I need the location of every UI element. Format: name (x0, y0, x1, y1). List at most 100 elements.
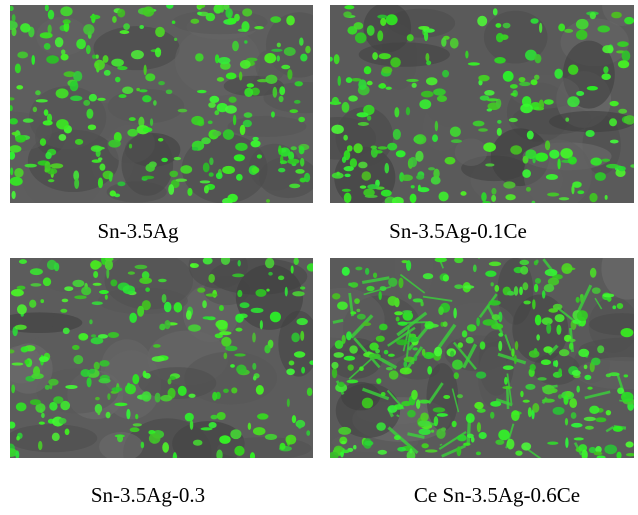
texture (412, 83, 417, 88)
texture (284, 47, 296, 56)
texture (10, 167, 13, 175)
texture (74, 178, 79, 189)
texture (172, 10, 267, 34)
texture (225, 8, 232, 18)
texture (539, 99, 544, 110)
texture (158, 81, 165, 85)
texture (226, 73, 237, 80)
texture (286, 15, 295, 25)
texture (554, 69, 562, 79)
texture (7, 97, 15, 100)
texture (344, 356, 355, 361)
texture (48, 10, 54, 20)
texture (434, 347, 442, 357)
texture (595, 172, 606, 181)
texture (63, 19, 71, 24)
texture (333, 320, 343, 322)
texture (355, 32, 367, 43)
texture (192, 147, 198, 151)
texture (264, 53, 276, 63)
texture (94, 362, 100, 370)
texture (576, 297, 580, 303)
texture (10, 177, 23, 186)
texture (509, 118, 518, 122)
texture (43, 277, 51, 286)
texture (387, 143, 397, 151)
texture (248, 423, 251, 430)
texture (294, 351, 305, 357)
texture (334, 54, 340, 64)
texture (227, 194, 237, 203)
texture (292, 291, 304, 296)
texture (542, 399, 555, 403)
texture (41, 413, 45, 418)
texture (443, 321, 448, 327)
texture (558, 24, 565, 32)
texture (456, 446, 461, 456)
texture (465, 51, 468, 59)
texture (477, 16, 487, 27)
texture (525, 384, 535, 390)
texture (251, 308, 264, 313)
texture (221, 255, 230, 265)
texture (225, 105, 237, 113)
texture (178, 109, 188, 113)
texture (510, 84, 518, 89)
texture (92, 54, 96, 58)
texture (203, 316, 212, 319)
texture (606, 410, 611, 415)
texture (55, 37, 64, 47)
texture (300, 286, 305, 289)
texture (490, 412, 494, 419)
texture (60, 6, 72, 16)
texture (108, 332, 119, 338)
texture (17, 51, 28, 58)
texture (349, 345, 358, 353)
texture (206, 293, 218, 296)
texture (563, 395, 568, 405)
texture (418, 26, 429, 30)
texture (358, 162, 367, 169)
texture (384, 350, 389, 355)
texture (621, 392, 633, 402)
texture (297, 318, 308, 325)
texture (597, 455, 606, 459)
texture (574, 437, 584, 440)
texture (406, 79, 419, 82)
texture (624, 115, 636, 124)
texture (291, 332, 299, 342)
texture (307, 263, 317, 271)
texture (412, 347, 417, 350)
texture (265, 434, 277, 440)
texture (59, 134, 67, 141)
micrograph (299, 230, 638, 461)
texture (106, 268, 109, 278)
texture (356, 309, 360, 312)
texture (52, 433, 60, 441)
texture (507, 439, 515, 450)
texture (507, 386, 508, 409)
texture (149, 433, 161, 444)
texture (358, 79, 366, 90)
texture (606, 164, 619, 169)
texture (534, 284, 538, 292)
texture (535, 278, 541, 284)
texture (399, 278, 404, 289)
texture (219, 331, 231, 335)
texture (39, 422, 45, 425)
texture (231, 387, 237, 393)
texture (535, 260, 538, 264)
texture (527, 131, 534, 140)
texture (304, 173, 310, 182)
texture (621, 328, 634, 337)
texture (87, 377, 92, 387)
texture (557, 159, 560, 170)
texture (556, 325, 561, 335)
texture (174, 302, 183, 312)
texture (397, 447, 406, 452)
texture (164, 320, 170, 329)
texture (443, 274, 449, 281)
texture (498, 333, 503, 337)
texture (174, 157, 181, 160)
texture (222, 166, 235, 174)
